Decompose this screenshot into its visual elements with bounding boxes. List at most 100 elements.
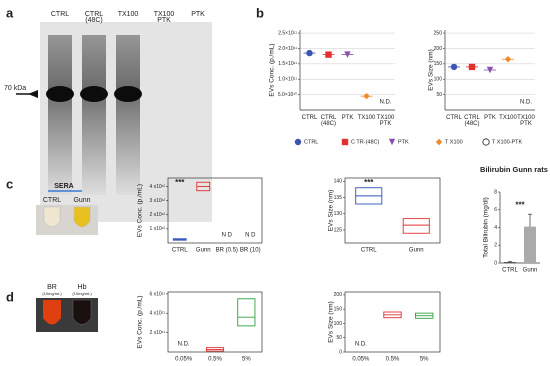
y-tick-label: 2.5×10¹¹ bbox=[278, 30, 297, 36]
legend-marker bbox=[388, 138, 396, 146]
legend-marker bbox=[294, 138, 302, 146]
photo-sublabel: (10mg/mL) bbox=[72, 291, 92, 296]
y-tick-label: 250 bbox=[434, 30, 443, 36]
x-tick-label: BR (0.5) bbox=[216, 248, 238, 254]
y-tick-label: 200 bbox=[334, 292, 343, 298]
nd-label: N D bbox=[245, 233, 256, 239]
x-tick-label: CTRL (48C) bbox=[464, 115, 480, 127]
photo-title: SERA bbox=[54, 183, 73, 190]
x-tick-label: 5% bbox=[420, 357, 429, 363]
x-tick-label: TX100 PTK bbox=[517, 115, 535, 127]
photo-label: CTRL bbox=[43, 197, 61, 204]
x-tick-label: TX100 bbox=[499, 115, 517, 121]
y-axis-label: EVs Conc. (p./mL) bbox=[137, 184, 144, 237]
plot-frame bbox=[167, 177, 263, 244]
x-tick-label: Gunn bbox=[196, 248, 211, 254]
legend-label: T X100-PTK bbox=[492, 139, 522, 145]
lane bbox=[116, 35, 140, 195]
plot-frame bbox=[344, 291, 441, 353]
band bbox=[114, 86, 142, 102]
box bbox=[402, 218, 430, 234]
lane bbox=[48, 35, 72, 195]
blot: 70 kDa bbox=[4, 22, 212, 222]
y-tick-label: 4 bbox=[494, 225, 497, 231]
panel-letter: d bbox=[6, 289, 14, 304]
x-tick-label: PTK bbox=[484, 115, 496, 121]
x-tick-label: Gunn bbox=[409, 248, 424, 254]
legend-label: C TR-(48C) bbox=[351, 139, 379, 145]
y-axis-label: EVs Size (nm) bbox=[428, 49, 435, 91]
tube bbox=[43, 206, 61, 228]
lane bbox=[82, 35, 106, 195]
lane-label: PTK bbox=[191, 11, 205, 18]
y-tick-label: 4 x10¹² bbox=[149, 184, 165, 190]
y-tick-label: 150 bbox=[334, 306, 343, 312]
bar bbox=[524, 226, 536, 263]
plot-frame bbox=[344, 177, 441, 244]
tube bbox=[43, 300, 61, 325]
band bbox=[80, 86, 108, 102]
x-tick-label: CTRL (48C) bbox=[321, 115, 337, 127]
photo-sublabel: (10mg/mL) bbox=[42, 291, 62, 296]
y-tick-label: 6 bbox=[494, 207, 497, 213]
nd-label: N.D. bbox=[178, 342, 190, 348]
photo-label: Hb bbox=[78, 284, 87, 291]
legend-label: PTK bbox=[398, 139, 409, 145]
legend-marker bbox=[482, 138, 490, 146]
y-tick-label: 6 x10¹¹ bbox=[149, 291, 165, 297]
y-tick-label: 100 bbox=[334, 321, 343, 327]
legend-marker bbox=[435, 138, 443, 146]
significance: *** bbox=[364, 178, 374, 187]
photo-c: SERA CTRL Gunn bbox=[36, 183, 98, 235]
x-tick-label: TX100 PTK bbox=[377, 115, 395, 127]
legend-label: CTRL bbox=[304, 139, 318, 145]
y-axis-label: EVs Conc. (p./mL) bbox=[137, 295, 144, 348]
y-tick-label: 0 bbox=[339, 349, 342, 355]
y-tick-label: 5.0×10¹⁰ bbox=[278, 92, 297, 98]
lane-label: CTRL bbox=[51, 11, 69, 18]
y-tick-label: 200 bbox=[434, 46, 443, 52]
x-tick-label: 0.5% bbox=[208, 357, 222, 363]
panel-letter: c bbox=[6, 176, 13, 191]
marker-arrow bbox=[28, 90, 38, 98]
band bbox=[46, 86, 74, 102]
photo-d: BR (10mg/mL) Hb (10mg/mL) bbox=[36, 284, 98, 332]
y-tick-label: 130 bbox=[334, 211, 343, 217]
bar bbox=[504, 262, 516, 263]
legend-marker bbox=[341, 138, 349, 146]
x-tick-label: PTK bbox=[342, 115, 354, 121]
x-tick-label: 0.05% bbox=[175, 357, 193, 363]
y-tick-label: 1.5×10¹¹ bbox=[278, 61, 297, 67]
y-axis-label: EVs Size (nm) bbox=[328, 190, 335, 232]
y-tick-label: 125 bbox=[334, 227, 343, 233]
y-tick-label: 3 x10¹² bbox=[149, 198, 165, 204]
nd-label: N.D. bbox=[380, 100, 392, 106]
plot-frame bbox=[167, 291, 263, 353]
x-tick-label: CTRL bbox=[502, 268, 518, 274]
box bbox=[237, 298, 256, 327]
y-axis-label: EVs Size (nm) bbox=[328, 301, 335, 343]
x-tick-label: CTRL bbox=[302, 115, 318, 121]
nd-label: N D bbox=[222, 233, 233, 239]
photo-label: BR bbox=[47, 284, 57, 291]
panel-letter: b bbox=[256, 5, 264, 20]
x-tick-label: BR (10) bbox=[240, 248, 261, 254]
x-tick-label: TX100 bbox=[358, 115, 376, 121]
y-tick-label: 1 x10¹² bbox=[149, 226, 165, 232]
y-tick-label: 2.0×10¹¹ bbox=[278, 46, 297, 52]
y-tick-label: 2 x10¹² bbox=[149, 212, 165, 218]
tube bbox=[72, 299, 92, 325]
nd-label: N.D. bbox=[355, 342, 367, 348]
nd-label: N.D. bbox=[520, 100, 532, 106]
lane-label: TX100 PTK bbox=[154, 11, 175, 24]
x-tick-label: 0.05% bbox=[352, 357, 370, 363]
x-tick-label: CTRL bbox=[361, 248, 377, 254]
y-tick-label: 100 bbox=[434, 77, 443, 83]
y-tick-label: 135 bbox=[334, 195, 343, 201]
significance: *** bbox=[175, 178, 185, 187]
x-tick-label: 0.5% bbox=[386, 357, 400, 363]
y-tick-label: 2 x10¹¹ bbox=[149, 330, 165, 336]
lane-label: TX100 bbox=[118, 11, 139, 18]
chart-title: Bilirubin Gunn rats bbox=[480, 165, 548, 174]
x-tick-label: 5% bbox=[242, 357, 251, 363]
